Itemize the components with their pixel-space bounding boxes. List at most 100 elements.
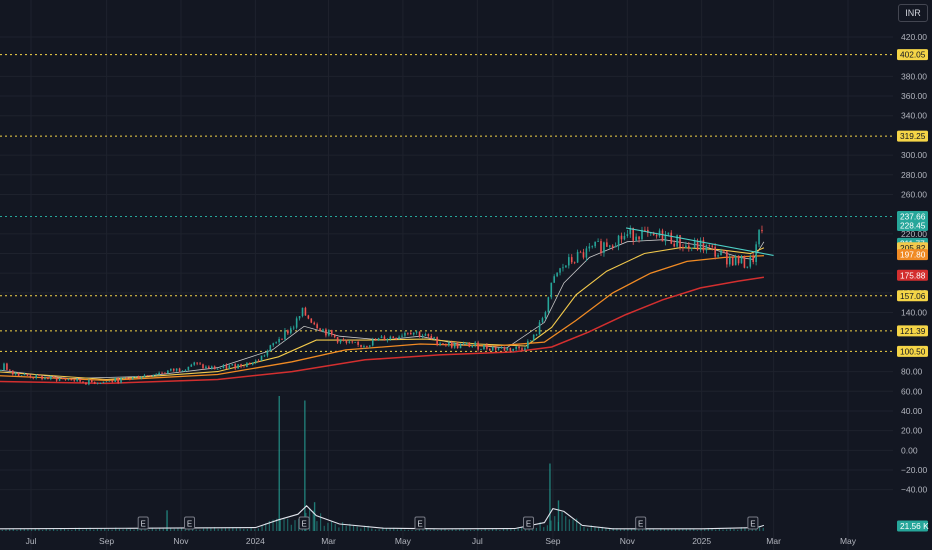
candle[interactable] [462,343,465,345]
candle[interactable] [64,378,67,380]
candle[interactable] [193,362,196,365]
candle[interactable] [152,374,155,377]
candle[interactable] [26,373,29,376]
candle[interactable] [673,243,675,247]
candle[interactable] [0,370,2,371]
candle[interactable] [424,334,427,336]
candle[interactable] [494,346,497,350]
candle[interactable] [404,332,406,336]
candle[interactable] [588,246,591,249]
candle[interactable] [676,235,678,247]
candle[interactable] [641,229,643,240]
candle[interactable] [398,336,400,340]
earnings-marker[interactable] [298,516,310,530]
candle[interactable] [535,334,538,336]
candle[interactable] [688,245,690,248]
candle[interactable] [512,348,515,351]
candle[interactable] [202,364,204,369]
candle[interactable] [743,255,746,268]
candle[interactable] [582,252,585,258]
candle[interactable] [266,351,269,356]
candle[interactable] [468,342,471,347]
candle[interactable] [749,256,752,267]
candle[interactable] [184,369,187,371]
candle[interactable] [702,240,705,251]
candle[interactable] [465,342,468,344]
candle[interactable] [246,363,248,367]
candle[interactable] [307,315,310,319]
candle[interactable] [383,336,386,341]
candle[interactable] [726,251,728,265]
candle[interactable] [442,343,444,345]
candle[interactable] [471,345,474,347]
candle[interactable] [330,330,333,335]
candle[interactable] [243,366,245,368]
candle[interactable] [515,346,517,349]
candle[interactable] [679,235,681,248]
candle[interactable] [565,265,567,268]
candle[interactable] [38,374,40,376]
candle[interactable] [231,364,234,366]
candle[interactable] [228,365,231,369]
candle[interactable] [415,331,418,333]
candle[interactable] [254,360,257,363]
candle[interactable] [711,245,714,247]
candle[interactable] [17,373,20,376]
candle[interactable] [304,307,307,316]
candle[interactable] [29,375,32,378]
candle[interactable] [705,244,708,251]
candle[interactable] [190,364,193,367]
candle[interactable] [219,368,222,369]
candle[interactable] [96,383,99,384]
candle[interactable] [325,329,327,336]
time-axis[interactable]: Jul Sep Nov 2024 Mar May Jul Sep Nov 2025 Mar May [26,536,857,546]
candle[interactable] [213,366,216,370]
candle[interactable] [685,245,687,249]
candle[interactable] [459,344,462,349]
candle[interactable] [635,236,637,241]
candle[interactable] [752,256,754,263]
candle[interactable] [483,344,485,350]
candle[interactable] [480,349,482,350]
candle[interactable] [693,240,696,248]
candle[interactable] [295,318,298,328]
candle[interactable] [664,234,667,242]
candle[interactable] [52,376,55,378]
candle[interactable] [723,250,725,252]
candle[interactable] [222,364,225,369]
candle[interactable] [720,250,722,256]
candle[interactable] [409,332,412,335]
candle[interactable] [731,257,734,266]
candle[interactable] [369,345,371,347]
candle[interactable] [597,241,599,242]
candle[interactable] [737,255,740,264]
candle[interactable] [187,366,190,370]
candle[interactable] [167,370,169,374]
candle[interactable] [418,331,421,337]
currency-badge[interactable]: INR [898,4,928,22]
candle[interactable] [47,377,49,380]
candle[interactable] [225,364,228,369]
candle[interactable] [509,348,512,351]
candle[interactable] [216,368,219,370]
candle[interactable] [734,255,737,266]
candle[interactable] [272,343,275,346]
candle[interactable] [506,348,509,351]
candle[interactable] [342,339,345,341]
candle[interactable] [105,381,108,383]
earnings-marker[interactable] [184,516,196,530]
candle[interactable] [240,364,242,367]
candle[interactable] [348,341,351,343]
candle[interactable] [606,242,608,247]
candle[interactable] [626,234,629,236]
candle[interactable] [728,257,731,265]
candle[interactable] [102,381,105,384]
candle[interactable] [614,246,617,248]
candle[interactable] [761,230,763,232]
candle[interactable] [310,318,313,323]
candle[interactable] [629,227,632,235]
candle[interactable] [172,368,175,371]
candle[interactable] [562,267,564,269]
candle[interactable] [430,336,433,339]
candle[interactable] [570,257,573,263]
